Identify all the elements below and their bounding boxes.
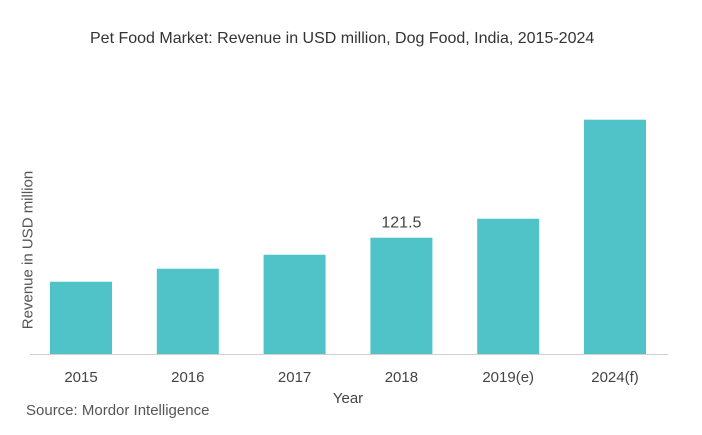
x-tick-label: 2015 xyxy=(64,369,97,386)
bar-2016 xyxy=(156,268,219,354)
bar-2024(f) xyxy=(584,119,646,355)
source-note: Source: Mordor Intelligence xyxy=(26,402,210,419)
bar-2018 xyxy=(370,237,433,354)
x-axis-label: Year xyxy=(332,390,364,407)
chart-title: Pet Food Market: Revenue in USD million,… xyxy=(90,30,595,47)
x-tick-label: 2024(f) xyxy=(591,369,639,386)
x-tick-label: 2017 xyxy=(278,369,311,386)
bar-2017 xyxy=(263,254,326,354)
bar-2019(e) xyxy=(477,218,540,354)
x-tick-label: 2018 xyxy=(385,369,418,386)
bar-2015 xyxy=(50,281,112,354)
x-tick-label: 2016 xyxy=(171,369,204,386)
x-tick-label: 2019(e) xyxy=(482,369,534,386)
data-label: 121.5 xyxy=(381,215,421,232)
